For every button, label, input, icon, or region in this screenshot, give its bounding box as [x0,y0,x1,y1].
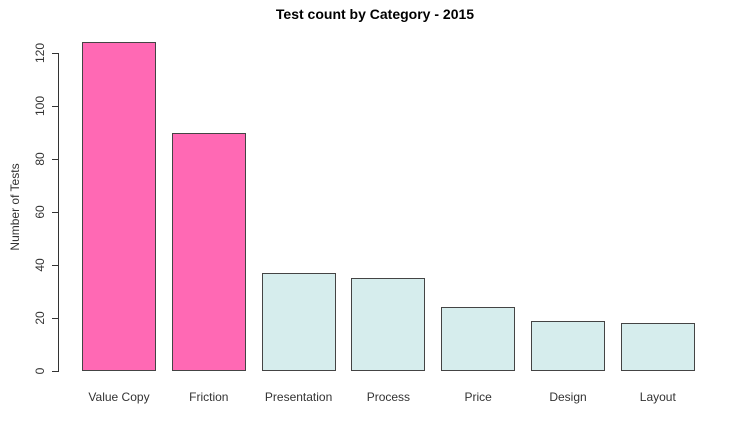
x-category-label: Layout [639,390,676,404]
y-tick-label: 20 [33,311,47,325]
y-axis-line [58,53,59,372]
y-tick-label: 120 [33,42,47,64]
chart-title: Test count by Category - 2015 [275,6,475,22]
y-tick-label: 0 [33,367,47,375]
y-tick-label: 80 [33,152,47,166]
y-tick-label: 60 [33,205,47,219]
bar-process [351,278,426,371]
bar-design [531,320,605,371]
y-tick [52,265,58,266]
x-category-label: Price [464,390,492,404]
bar-layout [620,323,695,371]
y-tick [52,159,58,160]
x-category-label: Design [549,390,587,404]
y-tick-label: 40 [33,258,47,272]
y-tick-label: 100 [33,95,47,117]
bar-presentation [261,272,336,371]
y-tick [52,371,58,372]
x-category-label: Process [366,390,411,404]
y-tick [52,212,58,213]
y-tick [52,106,58,107]
y-tick [52,318,58,319]
x-category-label: Value Copy [88,390,150,404]
x-category-label: Friction [189,390,229,404]
y-tick [52,53,58,54]
x-category-label: Presentation [264,390,333,404]
y-axis-title: Number of Tests [8,163,22,251]
bar-value-copy [82,42,156,371]
bar-price [441,307,516,371]
bar-friction [171,132,246,371]
